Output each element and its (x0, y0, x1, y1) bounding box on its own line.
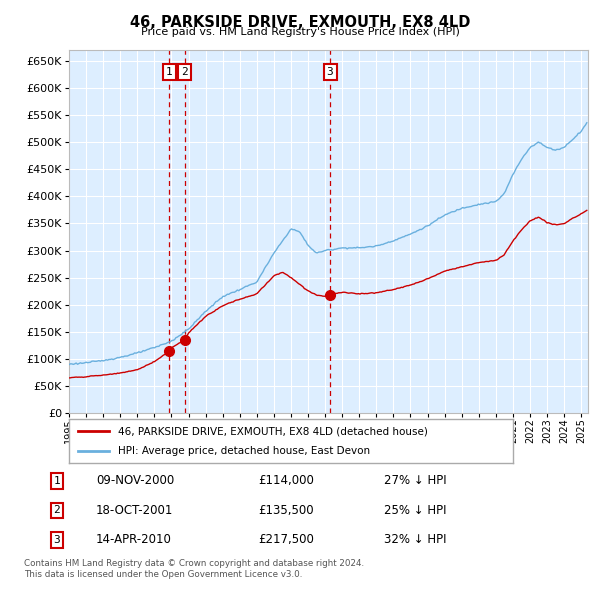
Text: £135,500: £135,500 (258, 504, 314, 517)
Text: 32% ↓ HPI: 32% ↓ HPI (384, 533, 446, 546)
Text: 1: 1 (53, 476, 61, 486)
Text: 2: 2 (53, 506, 61, 515)
Text: 25% ↓ HPI: 25% ↓ HPI (384, 504, 446, 517)
Text: HPI: Average price, detached house, East Devon: HPI: Average price, detached house, East… (118, 446, 370, 455)
Text: 18-OCT-2001: 18-OCT-2001 (96, 504, 173, 517)
Text: 27% ↓ HPI: 27% ↓ HPI (384, 474, 446, 487)
Text: 1: 1 (166, 67, 172, 77)
Text: This data is licensed under the Open Government Licence v3.0.: This data is licensed under the Open Gov… (24, 571, 302, 579)
Text: 3: 3 (326, 67, 334, 77)
Text: 46, PARKSIDE DRIVE, EXMOUTH, EX8 4LD: 46, PARKSIDE DRIVE, EXMOUTH, EX8 4LD (130, 15, 470, 30)
Text: Contains HM Land Registry data © Crown copyright and database right 2024.: Contains HM Land Registry data © Crown c… (24, 559, 364, 568)
Text: £217,500: £217,500 (258, 533, 314, 546)
Text: 14-APR-2010: 14-APR-2010 (96, 533, 172, 546)
Text: 2: 2 (182, 67, 188, 77)
Text: 09-NOV-2000: 09-NOV-2000 (96, 474, 174, 487)
Text: 3: 3 (53, 535, 61, 545)
Text: 46, PARKSIDE DRIVE, EXMOUTH, EX8 4LD (detached house): 46, PARKSIDE DRIVE, EXMOUTH, EX8 4LD (de… (118, 427, 428, 436)
Text: Price paid vs. HM Land Registry's House Price Index (HPI): Price paid vs. HM Land Registry's House … (140, 27, 460, 37)
Text: £114,000: £114,000 (258, 474, 314, 487)
